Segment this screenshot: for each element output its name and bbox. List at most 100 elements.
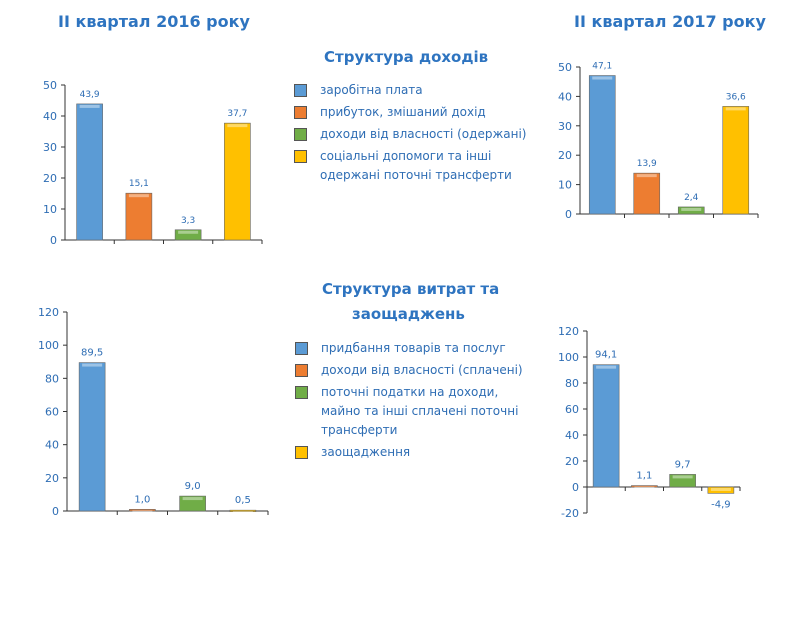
bar xyxy=(125,192,153,241)
legend-item: придбання товарів та послуг xyxy=(295,339,531,358)
y-tick-label: 40 xyxy=(43,110,57,123)
y-tick-label: 0 xyxy=(52,505,59,518)
bar xyxy=(588,75,616,215)
legend-swatch xyxy=(295,364,308,377)
bar-highlight xyxy=(634,486,655,489)
bar xyxy=(174,229,202,241)
legend-label: заощадження xyxy=(321,445,411,459)
y-tick-label: 30 xyxy=(558,120,572,133)
legend-label: соціальні допомоги та інші одержані пото… xyxy=(320,149,512,182)
legend-swatch xyxy=(294,84,307,97)
bar xyxy=(677,206,705,215)
legend-item: заощадження xyxy=(295,443,531,462)
bar-highlight xyxy=(636,174,657,178)
bar xyxy=(669,474,696,488)
bar xyxy=(129,509,156,512)
y-tick-label: -20 xyxy=(561,507,579,520)
data-label: 1,1 xyxy=(636,471,652,482)
data-label: 0,5 xyxy=(235,495,251,506)
y-tick-label: 20 xyxy=(565,455,579,468)
title-2017: ІІ квартал 2017 року xyxy=(574,12,766,31)
bar xyxy=(707,486,735,494)
legend-item: прибуток, змішаний дохід xyxy=(294,103,530,122)
bar-highlight xyxy=(232,511,253,513)
bar xyxy=(229,509,257,512)
title-2016: ІІ квартал 2016 року xyxy=(58,12,250,31)
y-tick-label: 10 xyxy=(558,179,572,192)
legend-swatch xyxy=(295,386,308,399)
data-label: 37,7 xyxy=(227,109,247,119)
bar xyxy=(633,172,661,215)
bar xyxy=(592,364,620,488)
bar-highlight xyxy=(182,497,203,501)
data-label: 3,3 xyxy=(181,216,195,226)
y-tick-label: 50 xyxy=(43,79,57,92)
y-tick-label: 100 xyxy=(558,351,579,364)
bar-highlight xyxy=(672,475,693,479)
expense-title-line1: Структура витрат та xyxy=(322,280,500,298)
legend-label: поточні податки на доходи, майно та інші… xyxy=(321,385,519,437)
legend-item: заробітна плата xyxy=(294,81,530,100)
legend-item: доходи від власності (одержані) xyxy=(294,125,530,144)
data-label: 2,4 xyxy=(684,193,699,203)
y-tick-label: 120 xyxy=(38,306,59,319)
legend-label: прибуток, змішаний дохід xyxy=(320,105,486,119)
legend-item: поточні податки на доходи, майно та інші… xyxy=(295,383,531,440)
data-label: 9,7 xyxy=(675,459,691,470)
y-tick-label: 30 xyxy=(43,141,57,154)
data-label: 9,0 xyxy=(185,481,201,492)
y-tick-label: 40 xyxy=(558,90,572,103)
data-label: 43,9 xyxy=(80,90,100,100)
legend-swatch xyxy=(294,106,307,119)
bar xyxy=(224,122,251,241)
bar-highlight xyxy=(596,365,617,369)
bar xyxy=(78,362,106,512)
data-label: 15,1 xyxy=(129,179,149,189)
y-tick-label: 0 xyxy=(50,234,57,247)
bar xyxy=(722,106,750,215)
legend-label: доходи від власності (одержані) xyxy=(320,127,527,141)
bar-highlight xyxy=(132,510,153,512)
expense-title-line2: заощаджень xyxy=(352,305,465,323)
bar-highlight xyxy=(725,107,746,111)
y-tick-label: 20 xyxy=(558,149,572,162)
bar-highlight xyxy=(178,230,199,234)
y-tick-label: 80 xyxy=(565,377,579,390)
data-label: 1,0 xyxy=(134,494,150,505)
bar-highlight xyxy=(227,124,248,128)
y-tick-label: 60 xyxy=(565,403,579,416)
bar xyxy=(179,495,206,512)
y-tick-label: 40 xyxy=(45,439,59,452)
legend-item: соціальні допомоги та інші одержані пото… xyxy=(294,147,530,185)
expense-legend: придбання товарів та послуг доходи від вл… xyxy=(295,339,531,465)
legend-label: заробітна плата xyxy=(320,83,423,97)
legend-label: придбання товарів та послуг xyxy=(321,341,506,355)
legend-swatch xyxy=(295,342,308,355)
bar-highlight xyxy=(592,76,613,80)
data-label: -4,9 xyxy=(711,499,731,510)
bar-highlight xyxy=(681,207,702,211)
bar-highlight xyxy=(128,194,149,198)
y-tick-label: 0 xyxy=(572,481,579,494)
y-tick-label: 100 xyxy=(38,339,59,352)
y-tick-label: 60 xyxy=(45,406,59,419)
data-label: 13,9 xyxy=(637,159,657,169)
income-title: Структура доходів xyxy=(324,48,489,66)
y-tick-label: 0 xyxy=(565,208,572,221)
data-label: 89,5 xyxy=(81,348,103,359)
legend-item: доходи від власності (сплачені) xyxy=(295,361,531,380)
data-label: 94,1 xyxy=(595,350,617,361)
legend-label: доходи від власності (сплачені) xyxy=(321,363,523,377)
y-tick-label: 10 xyxy=(43,203,57,216)
data-label: 47,1 xyxy=(592,62,612,72)
y-tick-label: 20 xyxy=(45,472,59,485)
y-tick-label: 120 xyxy=(558,325,579,338)
income-legend: заробітна плата прибуток, змішаний дохід д… xyxy=(294,81,530,188)
bar-highlight xyxy=(79,104,100,108)
bar xyxy=(76,103,103,241)
bar xyxy=(631,485,658,488)
y-tick-label: 40 xyxy=(565,429,579,442)
y-tick-label: 50 xyxy=(558,61,572,74)
y-tick-label: 20 xyxy=(43,172,57,185)
